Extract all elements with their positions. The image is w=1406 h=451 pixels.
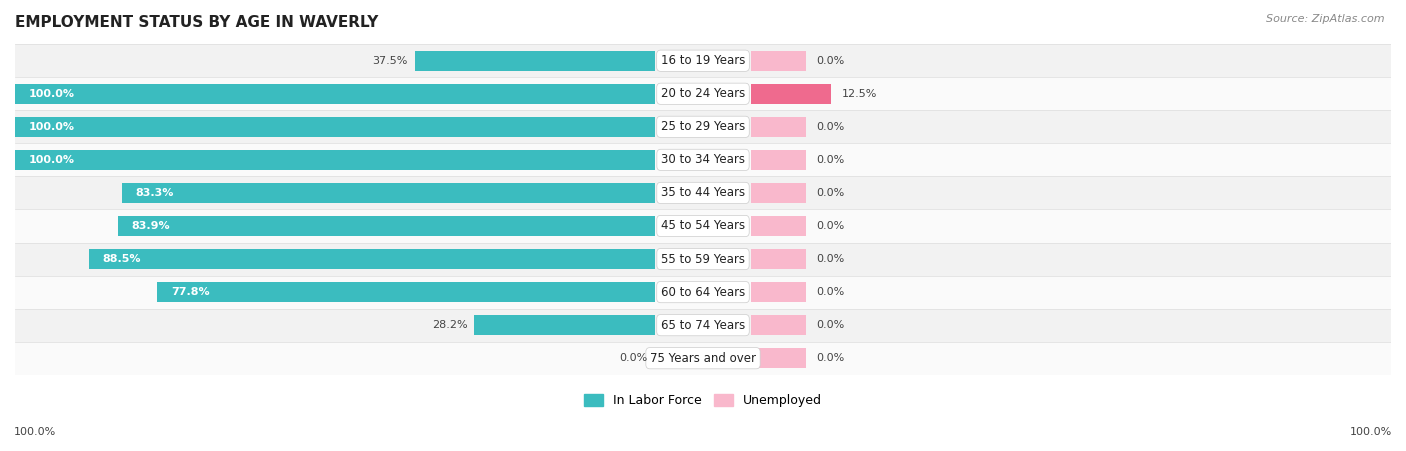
Bar bbox=[157, 282, 655, 302]
Text: EMPLOYMENT STATUS BY AGE IN WAVERLY: EMPLOYMENT STATUS BY AGE IN WAVERLY bbox=[15, 15, 378, 30]
Bar bbox=[15, 276, 1391, 308]
Bar bbox=[751, 84, 831, 104]
Text: 28.2%: 28.2% bbox=[432, 320, 468, 330]
Bar bbox=[15, 117, 655, 137]
Text: 25 to 29 Years: 25 to 29 Years bbox=[661, 120, 745, 133]
Bar bbox=[15, 342, 1391, 375]
Bar bbox=[751, 183, 806, 203]
Text: 20 to 24 Years: 20 to 24 Years bbox=[661, 87, 745, 100]
Bar bbox=[15, 143, 1391, 176]
Text: 37.5%: 37.5% bbox=[373, 56, 408, 66]
Text: 100.0%: 100.0% bbox=[28, 122, 75, 132]
Text: 45 to 54 Years: 45 to 54 Years bbox=[661, 220, 745, 232]
Text: 35 to 44 Years: 35 to 44 Years bbox=[661, 186, 745, 199]
Text: 100.0%: 100.0% bbox=[1350, 428, 1392, 437]
Bar bbox=[751, 348, 806, 368]
Text: 0.0%: 0.0% bbox=[620, 353, 648, 363]
Bar bbox=[474, 315, 655, 335]
Text: 0.0%: 0.0% bbox=[817, 254, 845, 264]
Text: 0.0%: 0.0% bbox=[817, 56, 845, 66]
Text: 0.0%: 0.0% bbox=[817, 188, 845, 198]
Text: 0.0%: 0.0% bbox=[817, 287, 845, 297]
Bar bbox=[15, 150, 655, 170]
Bar bbox=[15, 308, 1391, 342]
Text: 75 Years and over: 75 Years and over bbox=[650, 352, 756, 365]
Text: 100.0%: 100.0% bbox=[28, 155, 75, 165]
Bar bbox=[15, 77, 1391, 110]
Text: Source: ZipAtlas.com: Source: ZipAtlas.com bbox=[1267, 14, 1385, 23]
Text: 60 to 64 Years: 60 to 64 Years bbox=[661, 285, 745, 299]
Bar bbox=[415, 51, 655, 71]
Bar bbox=[122, 183, 655, 203]
Text: 0.0%: 0.0% bbox=[817, 320, 845, 330]
Legend: In Labor Force, Unemployed: In Labor Force, Unemployed bbox=[579, 389, 827, 412]
Bar bbox=[751, 282, 806, 302]
Bar bbox=[15, 243, 1391, 276]
Text: 0.0%: 0.0% bbox=[817, 155, 845, 165]
Bar bbox=[751, 315, 806, 335]
Bar bbox=[89, 249, 655, 269]
Text: 55 to 59 Years: 55 to 59 Years bbox=[661, 253, 745, 266]
Bar bbox=[15, 176, 1391, 209]
Text: 88.5%: 88.5% bbox=[103, 254, 141, 264]
Text: 16 to 19 Years: 16 to 19 Years bbox=[661, 54, 745, 67]
Bar bbox=[15, 209, 1391, 243]
Bar bbox=[15, 84, 655, 104]
Bar bbox=[15, 44, 1391, 77]
Bar bbox=[751, 216, 806, 236]
Text: 0.0%: 0.0% bbox=[817, 221, 845, 231]
Text: 83.9%: 83.9% bbox=[132, 221, 170, 231]
Bar bbox=[751, 117, 806, 137]
Bar bbox=[751, 51, 806, 71]
Text: 65 to 74 Years: 65 to 74 Years bbox=[661, 319, 745, 331]
Text: 77.8%: 77.8% bbox=[170, 287, 209, 297]
Text: 83.3%: 83.3% bbox=[135, 188, 174, 198]
Text: 100.0%: 100.0% bbox=[14, 428, 56, 437]
Text: 30 to 34 Years: 30 to 34 Years bbox=[661, 153, 745, 166]
Bar bbox=[118, 216, 655, 236]
Text: 0.0%: 0.0% bbox=[817, 122, 845, 132]
Text: 12.5%: 12.5% bbox=[841, 89, 877, 99]
Bar bbox=[751, 150, 806, 170]
Bar bbox=[751, 249, 806, 269]
Text: 100.0%: 100.0% bbox=[28, 89, 75, 99]
Bar bbox=[15, 110, 1391, 143]
Text: 0.0%: 0.0% bbox=[817, 353, 845, 363]
